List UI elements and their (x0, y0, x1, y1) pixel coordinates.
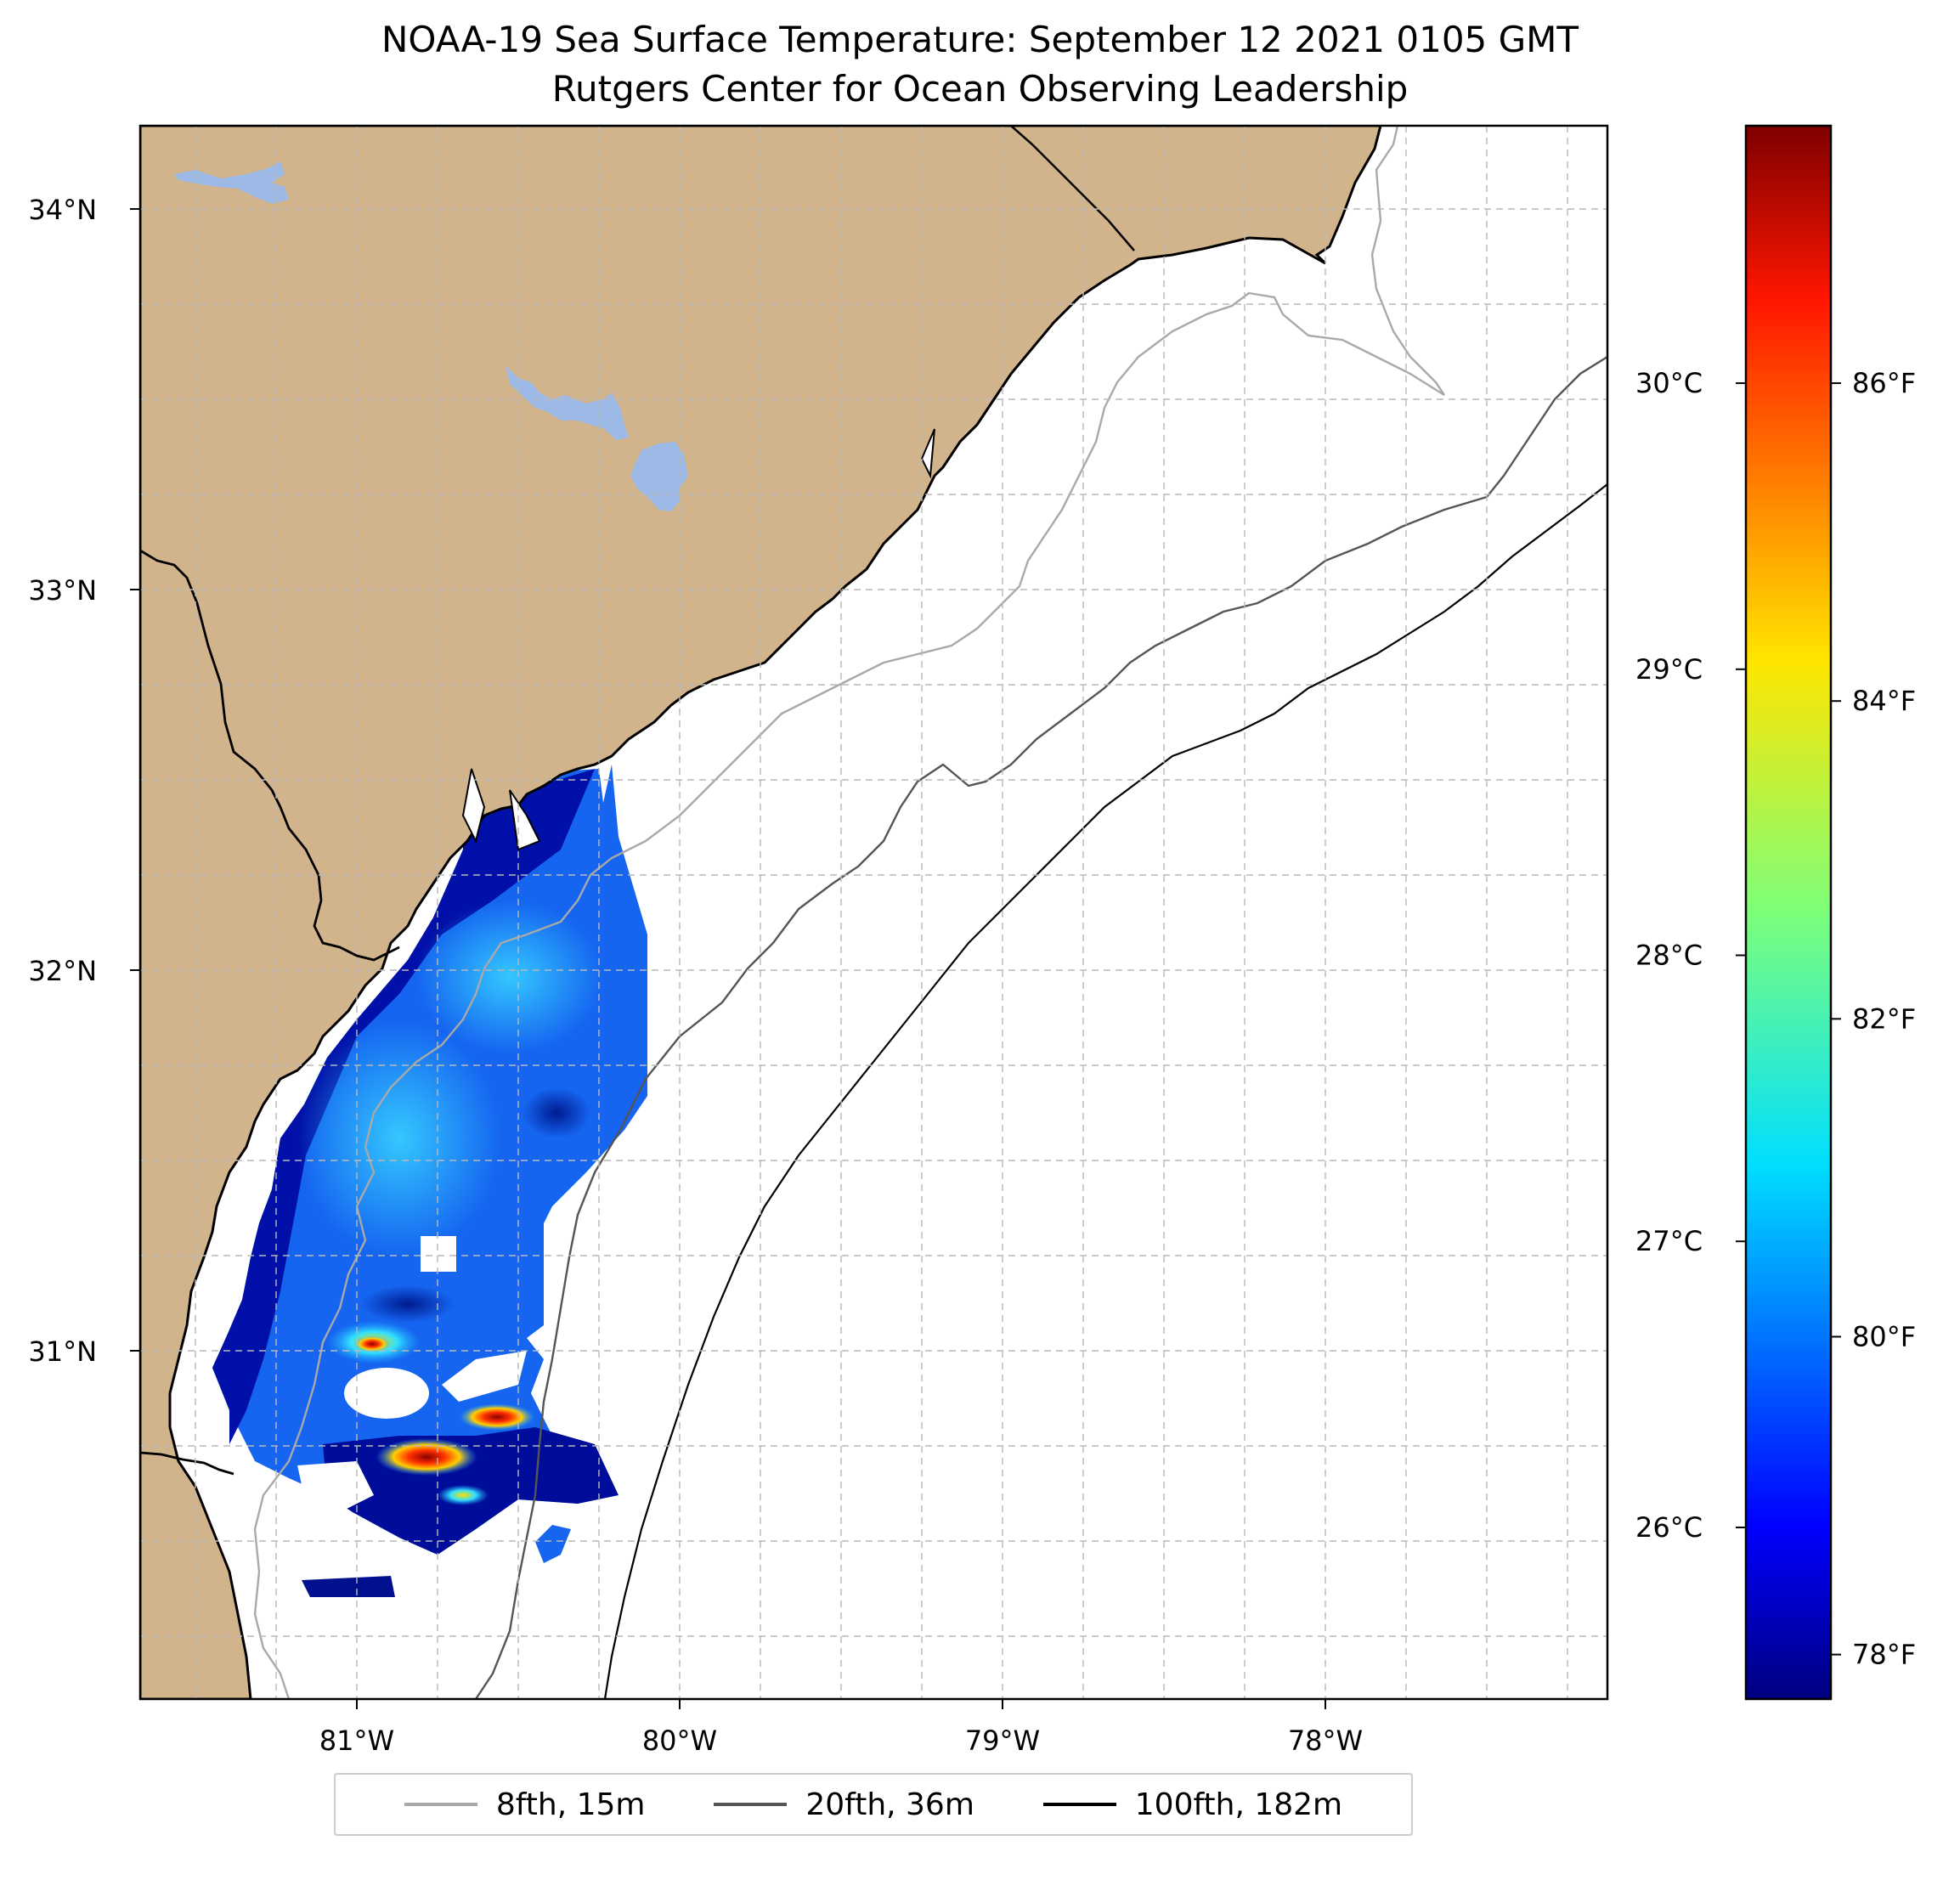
colorbar-fahrenheit-label: 86°F (1852, 367, 1916, 399)
sst-light-region (297, 1019, 501, 1257)
colorbar-celsius-label: 27°C (1635, 1225, 1703, 1257)
lat-tick-label: 32°N (28, 955, 97, 987)
legend-swatch (1042, 1803, 1116, 1806)
lon-tick-label: 81°W (319, 1725, 394, 1757)
isobath-20fth (475, 355, 1607, 1699)
sst-data-layer (212, 765, 647, 1597)
legend-swatch (714, 1803, 788, 1806)
coastal-inlet (920, 428, 935, 479)
colorbar-celsius-label: 30°C (1635, 367, 1703, 399)
lat-tick-label: 34°N (28, 194, 97, 226)
legend-label: 20fth, 36m (805, 1787, 974, 1822)
colorbar-celsius-label: 26°C (1635, 1511, 1703, 1544)
colorbar-celsius-label: 29°C (1635, 653, 1703, 686)
isobath-legend: 8fth, 15m 20fth, 36m 100fth, 182m (334, 1773, 1413, 1836)
colorbar: 26°C 27°C 28°C 29°C 30°C 78°F 80°F 82°F 84°F 86°… (1635, 124, 1916, 1701)
map-tick-marks (130, 208, 1326, 1709)
lat-tick-label: 33°N (28, 574, 97, 607)
legend-item-8fth: 8fth, 15m (404, 1787, 646, 1822)
state-border (140, 549, 400, 962)
legend-swatch (404, 1803, 477, 1806)
sst-data-gap (421, 1236, 456, 1272)
map-frame (138, 124, 1609, 1701)
sst-data-gap (344, 1368, 429, 1419)
lon-tick-label: 80°W (642, 1725, 717, 1757)
coastal-inlet (509, 789, 541, 851)
coastal-inlet (461, 768, 486, 844)
legend-item-20fth: 20fth, 36m (714, 1787, 974, 1822)
colorbar-fahrenheit-ticks: 78°F 80°F 82°F 84°F 86°F (1831, 367, 1916, 1671)
state-border (1010, 126, 1135, 251)
lon-tick-label: 79°W (965, 1725, 1040, 1757)
isobath-8fth (253, 126, 1445, 1699)
legend-label: 8fth, 15m (495, 1787, 646, 1822)
lake (506, 365, 629, 440)
colorbar-fahrenheit-label: 82°F (1852, 1002, 1916, 1035)
sst-hot-spot (376, 1438, 477, 1476)
title-line-1: NOAA-19 Sea Surface Temperature: Septemb… (381, 19, 1579, 60)
land-mass (140, 126, 1382, 1699)
sst-light-region (416, 900, 603, 1053)
legend-label: 100fth, 182m (1134, 1787, 1343, 1822)
colorbar-celsius-label: 28°C (1635, 940, 1703, 972)
lon-tick-label: 78°W (1288, 1725, 1363, 1757)
sst-cool-spot (361, 1285, 455, 1323)
lat-tick-label: 31°N (28, 1335, 97, 1368)
colorbar-gradient (1744, 124, 1833, 1701)
sst-hot-spot (459, 1403, 535, 1431)
sst-data-gap (442, 1351, 527, 1402)
colorbar-celsius-ticks: 26°C 27°C 28°C 29°C 30°C (1635, 367, 1746, 1544)
lake (174, 161, 289, 204)
colorbar-fahrenheit-label: 80°F (1852, 1320, 1916, 1352)
map-content (140, 126, 1607, 1699)
title-line-2: Rutgers Center for Ocean Observing Leade… (551, 68, 1409, 110)
sst-isolated-strip (302, 1576, 395, 1597)
sst-data-gap (297, 1461, 374, 1512)
sst-warm-spot (438, 1485, 489, 1505)
sst-dark-edge-west (212, 769, 595, 1444)
state-border (140, 1451, 234, 1476)
sst-hot-spot (353, 1335, 391, 1352)
legend-item-100fth: 100fth, 182m (1042, 1787, 1343, 1822)
sst-cool-spot (522, 1087, 590, 1138)
sst-isolated-strip (535, 1525, 571, 1563)
colorbar-fahrenheit-label: 84°F (1852, 685, 1916, 717)
colorbar-fahrenheit-label: 78°F (1852, 1639, 1916, 1671)
map-gridlines (140, 126, 1607, 1699)
